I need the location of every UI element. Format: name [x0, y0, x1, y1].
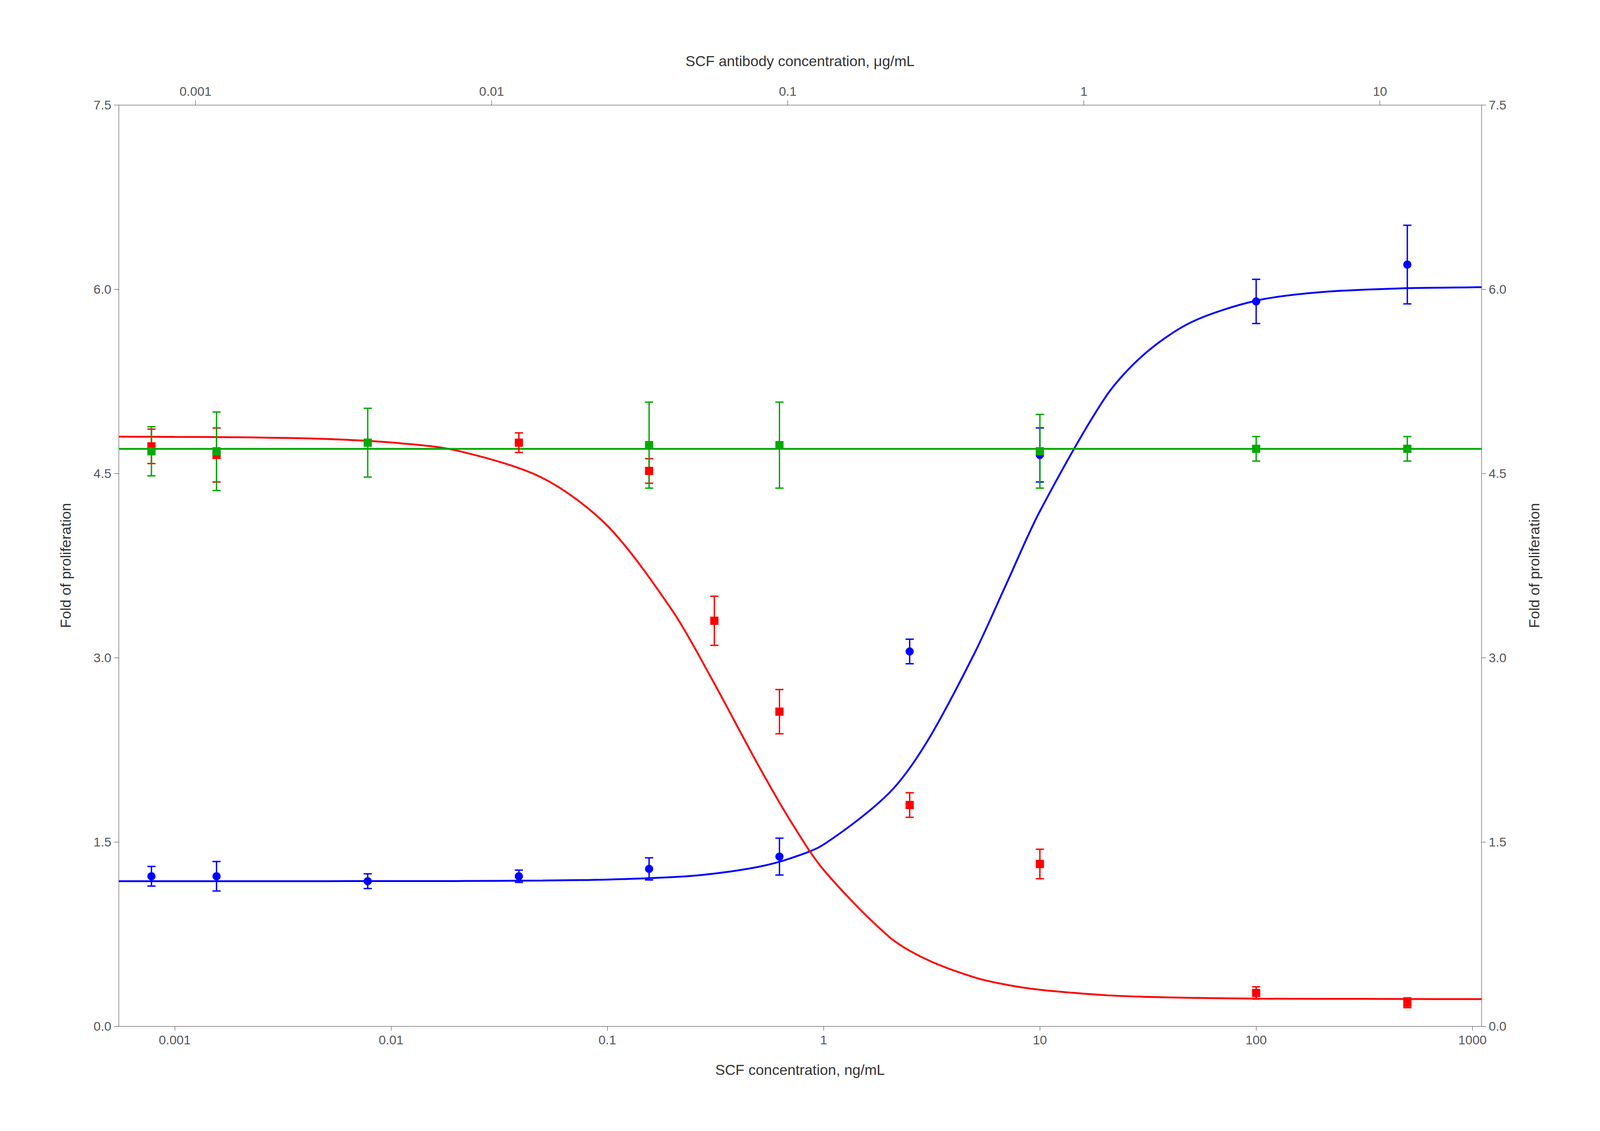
- svg-text:1: 1: [1080, 84, 1088, 99]
- svg-text:10: 10: [1032, 1033, 1048, 1048]
- svg-text:3.0: 3.0: [1488, 651, 1507, 666]
- svg-text:7.5: 7.5: [93, 98, 112, 113]
- svg-text:Fold of proliferation: Fold of proliferation: [57, 503, 74, 629]
- svg-text:7.5: 7.5: [1488, 98, 1507, 113]
- svg-text:0.1: 0.1: [598, 1033, 617, 1048]
- svg-text:0.1: 0.1: [778, 84, 797, 99]
- svg-text:1000: 1000: [1458, 1033, 1487, 1048]
- svg-text:10: 10: [1372, 84, 1387, 99]
- svg-text:6.0: 6.0: [93, 282, 112, 297]
- svg-text:0.01: 0.01: [378, 1033, 404, 1048]
- svg-text:100: 100: [1245, 1033, 1267, 1048]
- svg-text:SCF antibody concentration, μg: SCF antibody concentration, μg/mL: [685, 52, 915, 70]
- svg-text:0.001: 0.001: [179, 84, 212, 99]
- svg-text:Fold of proliferation: Fold of proliferation: [1526, 503, 1543, 629]
- svg-text:0.001: 0.001: [158, 1033, 191, 1048]
- svg-text:1: 1: [819, 1033, 828, 1048]
- svg-text:0.0: 0.0: [93, 1019, 112, 1034]
- svg-text:4.5: 4.5: [1488, 466, 1507, 481]
- svg-text:6.0: 6.0: [1488, 282, 1507, 297]
- svg-text:0.01: 0.01: [479, 84, 505, 99]
- svg-text:1.5: 1.5: [1488, 835, 1507, 850]
- svg-text:SCF concentration, ng/mL: SCF concentration, ng/mL: [715, 1062, 886, 1079]
- svg-text:4.5: 4.5: [93, 466, 112, 481]
- svg-text:0.0: 0.0: [1488, 1019, 1507, 1034]
- svg-text:1.5: 1.5: [93, 835, 112, 850]
- svg-text:3.0: 3.0: [93, 651, 112, 666]
